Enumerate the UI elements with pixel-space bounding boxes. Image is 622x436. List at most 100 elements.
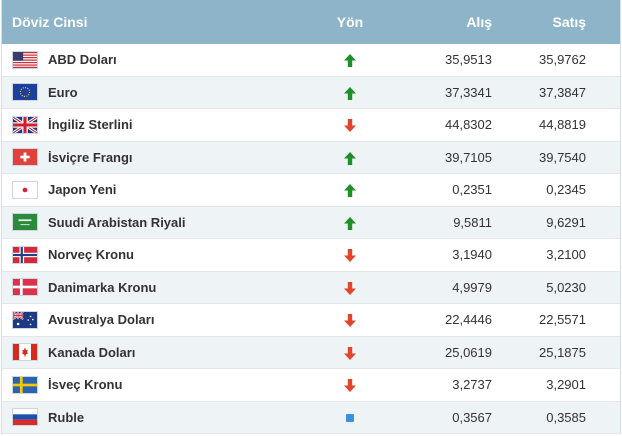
currency-name[interactable]: Danimarka Kronu <box>48 279 157 295</box>
currency-name[interactable]: ABD Doları <box>48 52 117 68</box>
table-row[interactable]: Kanada Doları 25,0619 25,1875 <box>2 336 620 369</box>
buy-value: 35,9513 <box>445 52 492 68</box>
sell-value: 22,5571 <box>539 312 586 328</box>
direction-cell <box>302 280 398 295</box>
sa-flag-icon <box>12 213 38 232</box>
table-row[interactable]: İngiliz Sterlini 44,8302 44,8819 <box>2 109 620 142</box>
direction-cell <box>302 52 398 68</box>
currency-cell: ABD Doları <box>2 50 302 69</box>
arrow-down-icon <box>344 346 356 360</box>
table-row[interactable]: İsveç Kronu 3,2737 3,2901 <box>2 369 620 402</box>
direction-cell <box>302 247 398 263</box>
arrow-down-icon <box>344 379 356 393</box>
us-flag-icon <box>12 50 38 69</box>
currency-cell: İngiliz Sterlini <box>2 115 302 134</box>
buy-value: 4,9979 <box>452 279 492 295</box>
direction-cell <box>302 117 398 133</box>
arrow-up-icon <box>344 151 356 165</box>
table-row[interactable]: Danimarka Kronu 4,9979 5,0230 <box>2 271 620 304</box>
sell-value: 44,8819 <box>539 117 586 133</box>
arrow-up-icon <box>344 216 356 230</box>
currency-cell: Japon Yeni <box>2 180 302 199</box>
ch-flag-icon <box>12 148 38 167</box>
header-currency-name[interactable]: Döviz Cinsi <box>12 14 88 30</box>
buy-value: 0,2351 <box>452 182 492 198</box>
no-flag-icon <box>12 245 38 264</box>
currency-cell: İsveç Kronu <box>2 375 302 394</box>
currency-name[interactable]: Suudi Arabistan Riyali <box>48 214 186 230</box>
sell-value: 3,2100 <box>546 247 586 263</box>
sell-value: 39,7540 <box>539 149 586 165</box>
ru-flag-icon <box>12 408 38 427</box>
no-change-icon <box>346 414 354 423</box>
sell-value: 0,3585 <box>546 409 586 425</box>
currency-cell: İsviçre Frangı <box>2 148 302 167</box>
sell-value: 25,1875 <box>539 344 586 360</box>
arrow-down-icon <box>344 249 356 263</box>
buy-value: 9,5811 <box>453 214 492 230</box>
table-row[interactable]: Avustralya Doları 22,4446 22,5571 <box>2 304 620 337</box>
sell-value: 9,6291 <box>546 214 586 230</box>
currency-name[interactable]: Avustralya Doları <box>48 312 155 328</box>
currency-name[interactable]: Kanada Doları <box>48 344 136 360</box>
dk-flag-icon <box>12 278 38 297</box>
direction-cell <box>302 377 398 393</box>
sell-value: 0,2345 <box>546 182 586 198</box>
table-row[interactable]: Suudi Arabistan Riyali 9,5811 9,6291 <box>2 206 620 239</box>
buy-value: 0,3567 <box>452 409 492 425</box>
table-row[interactable]: Norveç Kronu 3,1940 3,2100 <box>2 239 620 272</box>
currency-cell: Ruble <box>2 408 302 427</box>
table-body: ABD Doları 35,9513 35,9762 Euro 37,3341 37,38… <box>2 44 620 434</box>
table-row[interactable]: ABD Doları 35,9513 35,9762 <box>2 44 620 77</box>
currency-name[interactable]: Euro <box>48 84 78 100</box>
table-header: Döviz Cinsi Yön Alış Satış <box>2 0 620 44</box>
direction-cell <box>302 345 398 360</box>
currency-cell: Danimarka Kronu <box>2 278 302 297</box>
table-row[interactable]: Ruble 0,3567 0,3585 <box>2 401 620 434</box>
buy-value: 39,7105 <box>445 149 492 165</box>
header-sell[interactable]: Satış <box>552 14 586 30</box>
currency-name[interactable]: Japon Yeni <box>48 182 117 198</box>
arrow-down-icon <box>344 281 356 295</box>
buy-value: 25,0619 <box>445 344 492 360</box>
sell-value: 5,0230 <box>546 279 586 295</box>
buy-value: 22,4446 <box>445 312 492 328</box>
currency-name[interactable]: Norveç Kronu <box>48 247 134 263</box>
buy-value: 44,8302 <box>445 117 492 133</box>
currency-name[interactable]: Ruble <box>48 409 85 425</box>
currency-name[interactable]: İsveç Kronu <box>48 377 123 393</box>
buy-value: 37,3341 <box>445 84 492 100</box>
buy-value: 3,1940 <box>452 247 492 263</box>
currency-name[interactable]: İsviçre Frangı <box>48 149 133 165</box>
arrow-down-icon <box>344 314 356 328</box>
direction-cell <box>302 215 398 230</box>
ca-flag-icon <box>12 343 38 362</box>
currency-cell: Euro <box>2 83 302 102</box>
arrow-up-icon <box>344 86 356 100</box>
se-flag-icon <box>12 375 38 394</box>
gb-flag-icon <box>12 115 38 134</box>
direction-cell <box>302 182 398 198</box>
arrow-up-icon <box>344 54 356 68</box>
direction-cell <box>302 150 398 165</box>
header-direction[interactable]: Yön <box>336 14 364 30</box>
au-flag-icon <box>12 310 38 329</box>
sell-value: 3,2901 <box>546 377 586 393</box>
arrow-down-icon <box>344 119 356 133</box>
currency-cell: Avustralya Doları <box>2 310 302 329</box>
direction-cell <box>302 85 398 100</box>
jp-flag-icon <box>12 180 38 199</box>
table-row[interactable]: İsviçre Frangı 39,7105 39,7540 <box>2 141 620 174</box>
buy-value: 3,2737 <box>452 377 492 393</box>
direction-cell <box>302 410 398 425</box>
sell-value: 37,3847 <box>539 84 586 100</box>
header-buy[interactable]: Alış <box>466 14 492 30</box>
currency-cell: Suudi Arabistan Riyali <box>2 213 302 232</box>
sell-value: 35,9762 <box>539 52 586 68</box>
table-row[interactable]: Japon Yeni 0,2351 0,2345 <box>2 174 620 207</box>
eu-flag-icon <box>12 83 38 102</box>
currency-name[interactable]: İngiliz Sterlini <box>48 117 133 133</box>
arrow-up-icon <box>344 184 356 198</box>
table-row[interactable]: Euro 37,3341 37,3847 <box>2 76 620 109</box>
